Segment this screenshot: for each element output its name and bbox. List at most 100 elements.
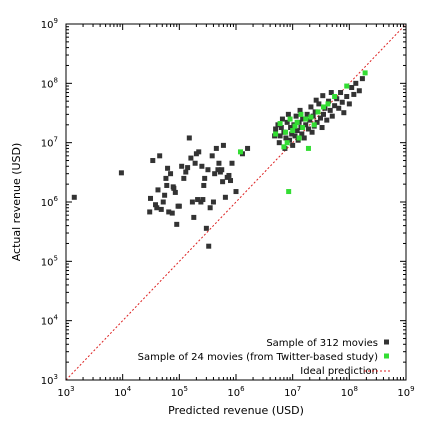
- data-point-312-movies: [171, 185, 177, 191]
- x-tick-label: 105: [171, 385, 188, 399]
- data-point-312-movies: [192, 160, 198, 166]
- data-point-312-movies: [164, 182, 170, 188]
- data-point-312-movies: [319, 125, 325, 131]
- data-point-312-movies: [229, 160, 235, 166]
- x-tick-label: 106: [227, 385, 245, 399]
- data-point-312-movies: [283, 135, 289, 141]
- data-point-312-movies: [179, 163, 185, 169]
- data-point-312-movies: [183, 169, 189, 175]
- data-point-312-movies: [206, 243, 212, 249]
- data-point-24-movies: [308, 114, 314, 120]
- y-axis-label: Actual revenue (USD): [10, 143, 23, 262]
- y-tick-label: 107: [41, 136, 58, 150]
- data-point-312-movies: [307, 117, 313, 123]
- ideal-prediction-line-layer: [65, 23, 407, 381]
- x-tick-exponent: 3: [70, 385, 74, 393]
- data-point-312-movies: [320, 111, 326, 117]
- x-tick-label: 103: [57, 385, 74, 399]
- legend-marker-312-movies: [384, 339, 389, 345]
- data-point-312-movies: [320, 93, 326, 99]
- y-tick-label: 105: [41, 254, 58, 268]
- data-point-312-movies: [196, 149, 202, 155]
- data-point-312-movies: [329, 113, 335, 119]
- y-tick-label: 108: [41, 76, 58, 90]
- data-point-312-movies: [181, 175, 187, 181]
- data-point-312-movies: [203, 225, 209, 231]
- data-point-312-movies: [233, 189, 239, 195]
- data-point-312-movies: [186, 135, 192, 141]
- data-point-24-movies: [290, 128, 296, 134]
- data-point-312-movies: [336, 105, 342, 111]
- data-point-24-movies: [300, 125, 306, 131]
- data-point-24-movies: [237, 149, 243, 155]
- data-point-312-movies: [222, 194, 228, 200]
- data-point-312-movies: [289, 131, 295, 137]
- data-point-312-movies: [220, 179, 226, 185]
- data-point-24-movies: [287, 116, 293, 122]
- data-point-312-movies: [292, 133, 298, 139]
- data-point-312-movies: [304, 111, 310, 117]
- data-point-312-movies: [202, 175, 208, 181]
- data-point-24-movies: [298, 111, 304, 117]
- data-point-312-movies: [305, 126, 311, 132]
- data-point-312-movies: [209, 153, 215, 159]
- data-point-312-movies: [293, 113, 299, 119]
- data-point-312-movies: [300, 116, 306, 122]
- data-point-312-movies: [228, 178, 234, 184]
- data-point-24-movies: [325, 101, 331, 107]
- data-point-312-movies: [226, 172, 232, 178]
- x-axis-label: Predicted revenue (USD): [168, 404, 304, 417]
- data-point-312-movies: [279, 116, 285, 122]
- ideal-prediction-line: [65, 23, 407, 381]
- data-point-312-movies: [297, 107, 303, 113]
- data-point-312-movies: [245, 145, 251, 151]
- y-tick-label: 104: [41, 314, 59, 328]
- data-point-312-movies: [318, 115, 324, 121]
- x-tick-exponent: 4: [127, 385, 132, 393]
- y-tick-exponent: 5: [54, 254, 58, 262]
- y-tick-exponent: 7: [54, 136, 58, 144]
- data-point-312-movies: [314, 119, 320, 125]
- y-tick-exponent: 8: [54, 76, 58, 84]
- data-point-312-movies: [155, 187, 161, 193]
- data-point-312-movies: [165, 165, 171, 171]
- data-point-312-movies: [191, 214, 197, 220]
- data-point-312-movies: [341, 110, 347, 116]
- data-point-312-movies: [327, 107, 333, 113]
- data-point-24-movies: [277, 121, 283, 127]
- data-point-312-movies: [328, 90, 334, 96]
- legend-label-24-movies: Sample of 24 movies (from Twitter-based …: [138, 352, 378, 363]
- y-tick-exponent: 6: [54, 195, 59, 203]
- x-tick-exponent: 5: [183, 385, 187, 393]
- data-point-312-movies: [162, 192, 168, 198]
- data-point-312-movies: [163, 175, 169, 181]
- data-point-312-movies: [189, 199, 195, 205]
- data-point-312-movies: [313, 97, 319, 103]
- data-point-24-movies: [344, 83, 350, 89]
- data-point-312-movies: [166, 209, 172, 215]
- data-point-312-movies: [150, 158, 156, 164]
- data-point-312-movies: [326, 98, 332, 104]
- legend-label-312-movies: Sample of 312 movies: [266, 338, 378, 349]
- data-point-24-movies: [320, 104, 326, 110]
- data-point-24-movies: [311, 122, 317, 128]
- data-point-312-movies: [168, 171, 174, 177]
- data-point-312-movies: [118, 170, 124, 176]
- y-tick-label: 106: [41, 195, 59, 209]
- data-point-312-movies: [207, 205, 213, 211]
- data-point-312-movies: [356, 88, 362, 94]
- data-point-312-movies: [324, 117, 330, 123]
- x-tick-label: 109: [397, 385, 414, 399]
- data-point-312-movies: [147, 209, 153, 215]
- legend-marker-24-movies: [384, 353, 389, 359]
- data-point-24-movies: [315, 109, 321, 115]
- data-point-312-movies: [148, 195, 154, 201]
- data-point-312-movies: [172, 189, 178, 195]
- data-point-312-movies: [349, 85, 355, 91]
- data-point-24-movies: [286, 189, 292, 195]
- data-point-312-movies: [213, 145, 219, 151]
- data-point-312-movies: [277, 133, 283, 139]
- data-point-312-movies: [301, 135, 307, 141]
- data-point-312-movies: [220, 142, 226, 148]
- data-point-312-movies: [316, 101, 322, 107]
